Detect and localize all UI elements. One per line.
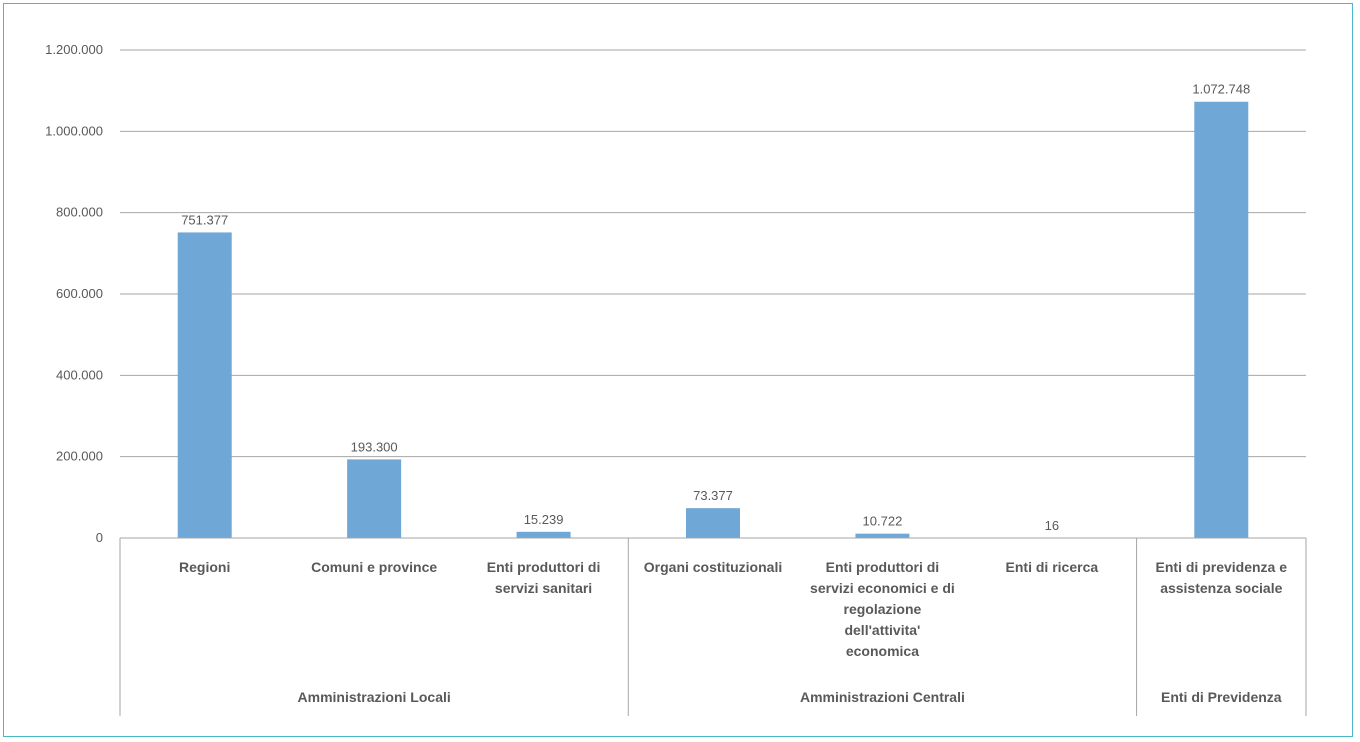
- data-label: 73.377: [693, 488, 733, 503]
- y-tick-label: 800.000: [56, 205, 103, 220]
- bar: [516, 531, 571, 538]
- group-label: Amministrazioni Centrali: [800, 689, 965, 705]
- bar: [1194, 101, 1249, 538]
- y-tick-label: 0: [96, 530, 103, 545]
- bars: [177, 101, 1249, 539]
- y-tick-label: 400.000: [56, 367, 103, 382]
- y-tick-label: 600.000: [56, 286, 103, 301]
- group-label: Enti di Previdenza: [1161, 689, 1282, 705]
- group-label: Amministrazioni Locali: [298, 689, 451, 705]
- category-label: Enti produttori di servizi sanitari: [487, 559, 601, 596]
- category-label: Regioni: [179, 559, 230, 575]
- gridlines: [120, 49, 1306, 458]
- bar: [686, 508, 740, 538]
- data-labels: 751.377 193.300 15.239 73.377 10.722 16 1.072.…: [181, 82, 1250, 533]
- y-tick-label: 1.200.000: [45, 42, 103, 57]
- bar: [347, 459, 402, 538]
- bar: [177, 232, 232, 539]
- data-label: 16: [1045, 518, 1059, 533]
- category-label: Comuni e province: [311, 559, 437, 575]
- group-labels: Amministrazioni Locali Amministrazioni Ce…: [119, 538, 1307, 716]
- data-label: 751.377: [181, 212, 228, 227]
- category-label: Organi costituzionali: [644, 559, 782, 575]
- y-tick-label: 1.000.000: [45, 123, 103, 138]
- data-label: 10.722: [863, 514, 903, 529]
- category-labels: Regioni Comuni e province Enti produttori …: [179, 559, 1287, 659]
- category-label: Enti di ricerca: [1006, 559, 1099, 575]
- data-label: 193.300: [351, 439, 398, 454]
- data-label: 1.072.748: [1192, 82, 1250, 97]
- y-axis-ticks: 0 200.000 400.000 600.000 800.000 1.000.000 1.…: [45, 42, 103, 545]
- category-label: Enti di previdenza e assistenza sociale: [1156, 559, 1288, 596]
- data-label: 15.239: [524, 512, 564, 527]
- bar: [855, 533, 910, 538]
- category-label: Enti produttori di servizi economici e di…: [810, 559, 955, 659]
- y-tick-label: 200.000: [56, 449, 103, 464]
